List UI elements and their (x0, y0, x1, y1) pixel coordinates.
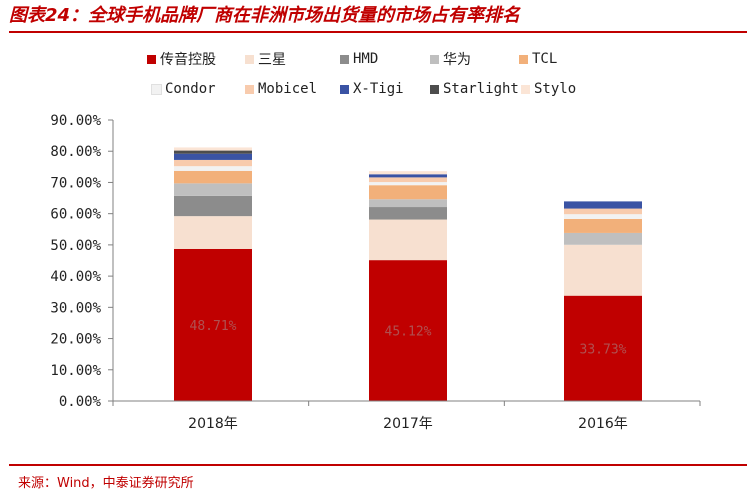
legend-item: 传音控股 (147, 50, 216, 68)
legend-label: HMD (353, 51, 379, 67)
legend-item: 三星 (245, 50, 286, 68)
legend-label: 三星 (258, 52, 286, 68)
legend-label: 华为 (443, 52, 471, 68)
title-divider (9, 31, 747, 33)
y-tick-label: 20.00% (50, 332, 101, 348)
legend-item: TCL (519, 50, 557, 68)
legend-swatch (430, 54, 439, 64)
legend-item: Starlight (430, 80, 519, 98)
bar-segment (369, 207, 447, 220)
legend-swatch (340, 84, 349, 94)
source-note: 来源：Wind，中泰证券研究所 (18, 476, 194, 491)
bar-segment (174, 159, 252, 167)
legend-label: Condor (165, 81, 216, 97)
bar-segment (564, 232, 642, 245)
bar-segment (369, 185, 447, 200)
y-tick-label: 60.00% (50, 207, 101, 223)
data-label: 45.12% (385, 325, 432, 340)
legend-label: X-Tigi (353, 81, 404, 97)
legend-item: X-Tigi (340, 80, 404, 98)
chart-title: 图表24：全球手机品牌厂商在非洲市场出货量的市场占有率排名 (9, 5, 521, 26)
y-tick-label: 10.00% (50, 363, 101, 379)
data-label: 48.71% (190, 319, 237, 334)
y-tick-label: 80.00% (50, 144, 101, 160)
legend-label: 传音控股 (160, 52, 216, 68)
bar-segment (369, 174, 447, 178)
y-tick-label: 30.00% (50, 300, 101, 316)
bar-segment (564, 218, 642, 233)
source-divider (9, 464, 747, 466)
bar-segment (369, 182, 447, 186)
bar-segment (564, 201, 642, 209)
legend-swatch (519, 54, 528, 64)
legend-item: Mobicel (245, 80, 317, 98)
bar-segment (174, 183, 252, 196)
bar-segment (174, 170, 252, 184)
bar-segment (564, 214, 642, 219)
bar-segment (174, 150, 252, 154)
legend-item: HMD (340, 50, 378, 68)
legend-item: Condor (151, 80, 216, 98)
legend-item: Stylo (521, 80, 576, 98)
legend-item: 华为 (430, 50, 471, 68)
x-tick-label: 2018年 (188, 416, 238, 432)
bar-segment (369, 171, 447, 175)
bar-segment (174, 166, 252, 171)
bar-segment (174, 195, 252, 217)
legend-label: Mobicel (258, 81, 318, 97)
legend-label: Stylo (534, 81, 577, 97)
bar-segment (564, 208, 642, 215)
bar-segment (174, 248, 252, 401)
legend-swatch (151, 83, 162, 95)
x-tick-label: 2016年 (578, 416, 628, 432)
data-label: 33.73% (580, 342, 627, 357)
stacked-bar-chart: 0.00% 10.00% 20.00% 30.00% 40.00% 50.00% 60.00… (50, 113, 701, 432)
legend-swatch (245, 54, 254, 64)
bar-segment (369, 199, 447, 208)
bar-segment (564, 295, 642, 401)
bar-segment (564, 244, 642, 296)
y-tick-label: 40.00% (50, 269, 101, 285)
bar-segment (369, 177, 447, 183)
y-tick-label: 70.00% (50, 175, 101, 191)
bar-segment (369, 260, 447, 401)
legend-swatch (245, 84, 254, 94)
y-tick-label: 90.00% (50, 113, 101, 129)
bar-segment (174, 216, 252, 249)
y-tick-label: 50.00% (50, 238, 101, 254)
y-tick-label: 0.00% (59, 394, 102, 410)
bar-segment (369, 219, 447, 261)
bar-segment (174, 153, 252, 160)
legend-swatch (147, 54, 156, 64)
bar-segment (174, 147, 252, 151)
legend-swatch (430, 84, 439, 94)
legend-swatch (340, 54, 349, 64)
x-tick-label: 2017年 (383, 416, 433, 432)
legend-label: TCL (532, 51, 558, 67)
legend-label: Starlight (443, 81, 519, 97)
legend-swatch (521, 84, 530, 94)
